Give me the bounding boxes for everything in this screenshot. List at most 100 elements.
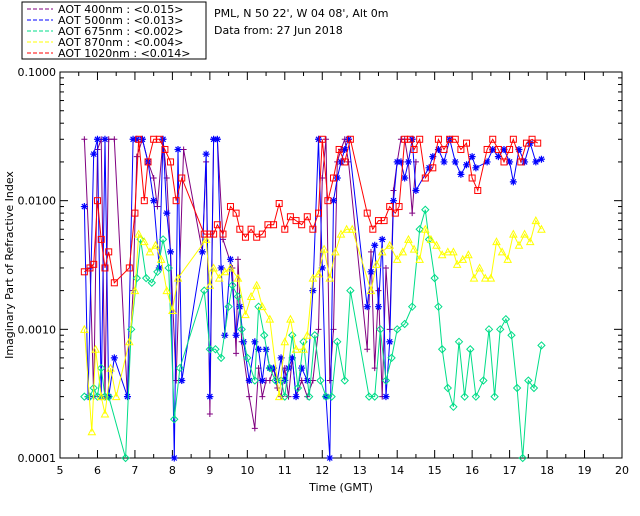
data-point (124, 337, 134, 346)
data-point (150, 197, 158, 205)
data-point (532, 158, 540, 166)
data-point (315, 326, 322, 333)
data-point (310, 331, 319, 340)
data-point (240, 338, 248, 346)
data-point (466, 345, 475, 354)
data-point (161, 145, 169, 153)
data-point (168, 305, 177, 315)
data-point (409, 244, 419, 253)
data-point (265, 314, 275, 323)
data-point (366, 286, 376, 295)
y-axis-label: Imaginary Part of Refractive Index (3, 171, 16, 359)
data-point (139, 237, 149, 246)
data-point (274, 384, 281, 391)
data-point (162, 286, 172, 295)
data-point (206, 230, 214, 238)
data-point (490, 392, 499, 401)
data-point (524, 376, 533, 385)
data-point (156, 254, 166, 263)
data-point (509, 229, 518, 238)
station-text: PML, N 50 22', W 04 08', Alt 0m (214, 7, 388, 20)
data-point (178, 377, 186, 385)
data-point (252, 280, 262, 289)
x-tick-label: 13 (353, 464, 367, 477)
data-point (341, 145, 349, 153)
data-point (531, 216, 541, 225)
data-point (464, 250, 473, 259)
data-point (233, 292, 243, 301)
data-point (126, 325, 136, 334)
data-point (460, 392, 469, 401)
data-point (333, 337, 342, 347)
data-point (233, 350, 240, 357)
data-point (330, 174, 338, 182)
data-point (217, 264, 225, 272)
data-point (449, 402, 458, 412)
data-point (158, 235, 168, 244)
legend-entry-500: AOT 500nm : <0.013> (58, 14, 184, 27)
data-point (347, 224, 357, 233)
data-point (318, 264, 326, 272)
data-point (280, 337, 290, 346)
data-point (200, 286, 209, 295)
data-point (276, 376, 286, 385)
data-point (299, 344, 308, 353)
data-point (406, 135, 414, 143)
legend-entry-870: AOT 870nm : <0.004> (58, 36, 184, 49)
data-point (537, 341, 546, 350)
data-point (86, 264, 94, 272)
legend-entry-675: AOT 675nm : <0.002> (58, 25, 184, 38)
data-point (340, 376, 349, 385)
data-point (415, 225, 424, 234)
data-point (501, 314, 511, 324)
data-point (236, 303, 244, 311)
data-point (412, 186, 420, 194)
x-axis-label: Time (GMT) (308, 481, 373, 494)
data-point (437, 345, 447, 354)
data-point (537, 155, 545, 163)
data-point (210, 135, 218, 143)
x-tick-label: 14 (390, 464, 404, 477)
data-point (454, 337, 464, 347)
data-point (479, 376, 488, 385)
data-point (232, 209, 240, 217)
data-point (325, 273, 335, 282)
series-line (83, 137, 417, 429)
data-point (378, 235, 386, 243)
data-point (206, 410, 213, 417)
data-point (164, 263, 173, 273)
data-point (232, 331, 240, 339)
data-point (534, 139, 542, 147)
data-point (135, 135, 143, 143)
data-point (517, 158, 525, 166)
data-point (96, 392, 106, 401)
data-point (363, 209, 371, 217)
data-point (408, 135, 416, 143)
data-point (178, 174, 186, 182)
data-point (206, 393, 214, 401)
data-point (452, 259, 462, 268)
data-point (494, 153, 502, 161)
data-point (201, 234, 211, 243)
data-point (421, 205, 430, 214)
data-point (150, 175, 157, 182)
data-point (298, 364, 306, 372)
data-point (247, 225, 255, 233)
data-point (133, 135, 141, 143)
data-point (125, 264, 133, 272)
data-point (241, 310, 250, 319)
data-point (302, 330, 312, 339)
x-tick-label: 7 (131, 464, 138, 477)
data-point (389, 197, 397, 205)
data-point (243, 353, 252, 363)
data-point (341, 158, 349, 166)
data-point (492, 237, 501, 246)
data-point (398, 247, 408, 256)
data-point (367, 268, 375, 276)
x-tick-label: 17 (503, 464, 517, 477)
x-tick-label: 19 (578, 464, 592, 477)
data-point (91, 344, 100, 353)
data-point (382, 393, 390, 401)
data-point (111, 392, 121, 401)
data-point (167, 158, 175, 166)
